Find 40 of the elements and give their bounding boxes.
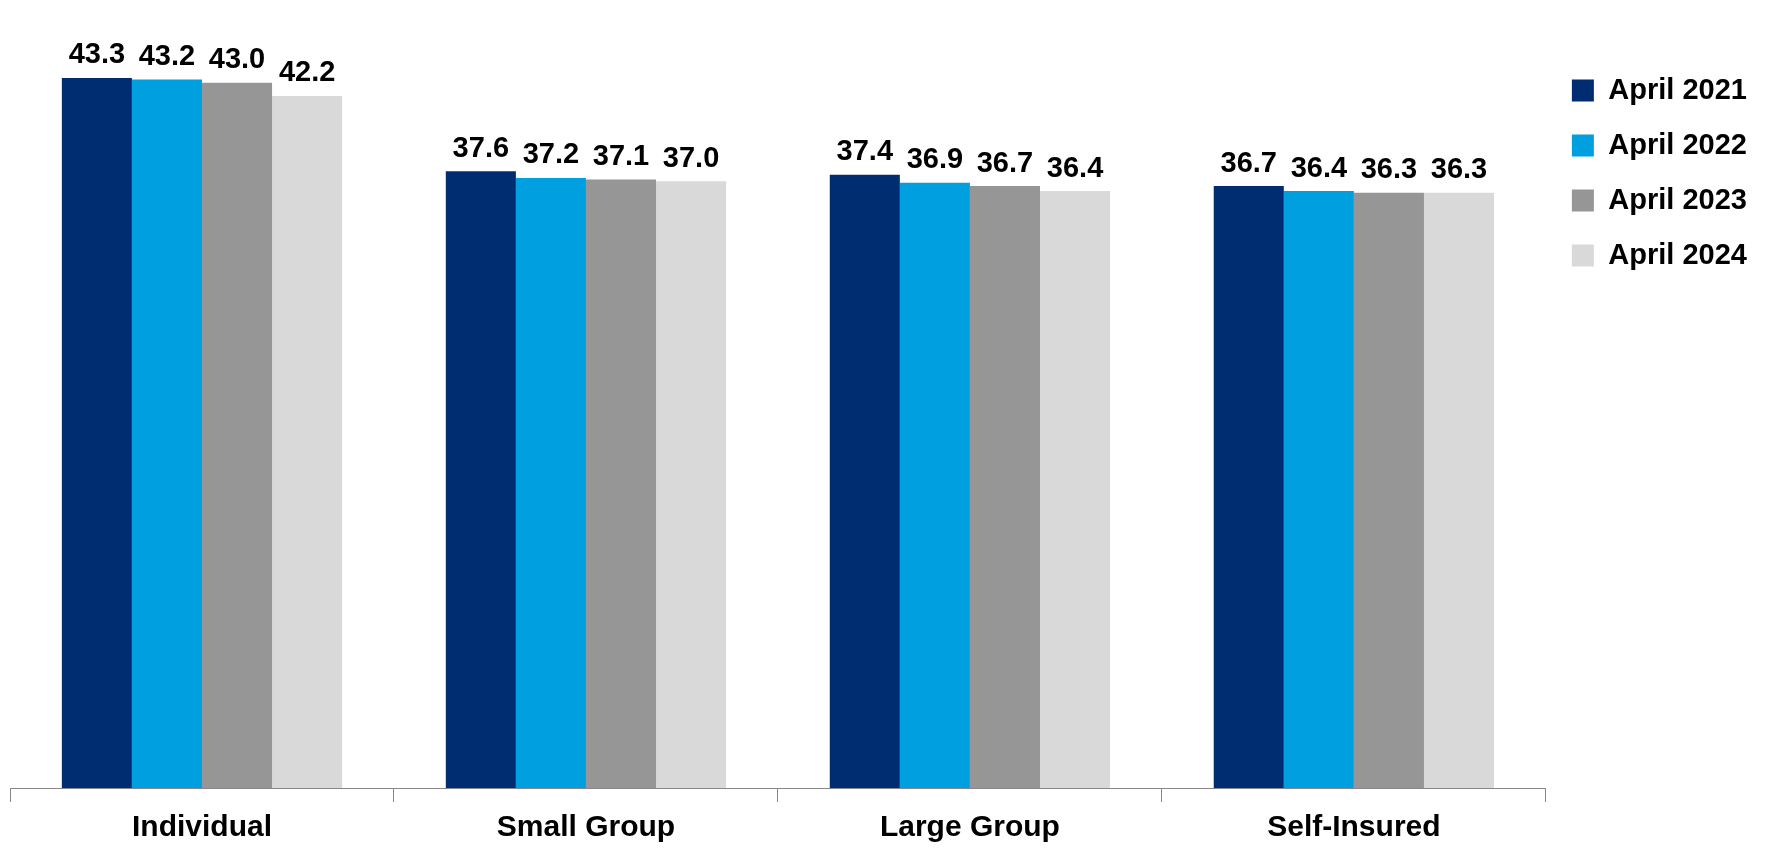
bar (272, 95, 343, 788)
bar (656, 181, 727, 788)
bar (1213, 186, 1284, 788)
data-label: 36.7 (1220, 145, 1277, 178)
legend-label: April 2023 (1608, 182, 1748, 215)
data-label: 37.0 (662, 140, 720, 173)
data-label: 42.2 (278, 55, 336, 88)
bar (829, 174, 900, 788)
bar (201, 82, 273, 788)
data-label: 37.6 (452, 130, 510, 163)
data-label: 36.9 (906, 142, 964, 175)
data-label: 43.3 (68, 37, 126, 70)
data-label: 43.2 (138, 39, 196, 72)
bar (969, 186, 1040, 788)
data-label: 37.1 (592, 139, 650, 172)
data-label: 36.7 (976, 145, 1034, 178)
data-label: 37.4 (836, 134, 894, 167)
x-tick-label: Small Group (496, 809, 676, 843)
bar (585, 179, 657, 788)
x-tick-label: Individual (131, 809, 272, 843)
data-label: 36.4 (1046, 150, 1104, 183)
bar (61, 77, 132, 788)
x-tick-label: Self-Insured (1267, 809, 1441, 843)
bar (1353, 192, 1424, 788)
data-label: 36.3 (1360, 152, 1418, 185)
legend-label: April 2021 (1608, 72, 1748, 105)
data-label: 36.3 (1430, 152, 1488, 185)
data-label: 37.2 (522, 137, 580, 170)
bar (515, 177, 586, 788)
bar (445, 171, 516, 788)
legend-label: April 2024 (1608, 237, 1748, 270)
bar (1283, 191, 1354, 788)
bar (131, 79, 202, 788)
bar (899, 182, 970, 788)
data-label: 36.4 (1290, 150, 1348, 183)
x-tick-label: Large Group (879, 809, 1060, 843)
bar (1423, 192, 1495, 788)
bar (1039, 191, 1111, 788)
legend-label: April 2022 (1608, 127, 1748, 160)
data-label: 43.0 (208, 42, 266, 75)
